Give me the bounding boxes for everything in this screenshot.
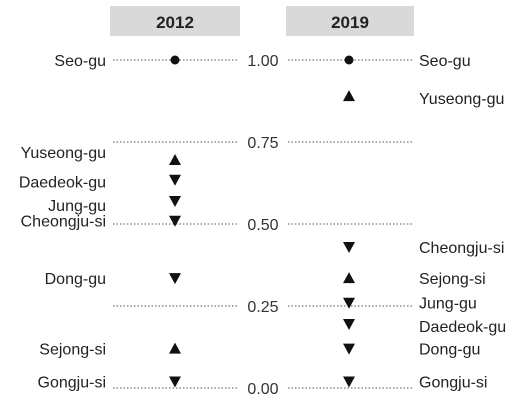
y-tick-label: 0.25 [247, 299, 278, 316]
point-label: Dong-gu [419, 342, 480, 359]
point-label: Gongju-si [419, 374, 487, 391]
point-label: Gongju-si [38, 374, 106, 391]
y-tick-label: 1.00 [247, 53, 278, 70]
point-marker-2019-yuseong-gu [343, 90, 355, 102]
column-header-bg [286, 6, 414, 36]
column-headers: 2012 2019 [110, 6, 414, 36]
column-header-label: 2019 [331, 13, 369, 32]
point-marker-2019-gongju-si [343, 376, 355, 388]
y-axis-ticks: 0.00 0.25 0.50 0.75 1.00 [247, 53, 278, 398]
point-marker-2012-dong-gu [169, 273, 181, 285]
y-tick-label: 0.00 [247, 381, 278, 398]
point-marker-2012-daedeok-gu [169, 174, 181, 186]
point-marker-2012-jung-gu [169, 196, 181, 208]
point-label: Dong-gu [45, 271, 106, 288]
point-label: Yuseong-gu [21, 145, 106, 162]
y-tick-label: 0.50 [247, 217, 278, 234]
point-label: Yuseong-gu [419, 91, 504, 108]
point-label: Cheongju-si [419, 240, 504, 257]
point-label: Daedeok-gu [419, 319, 506, 336]
y-tick-label: 0.75 [247, 135, 278, 152]
point-marker-2019-cheongju-si [343, 241, 355, 253]
series-2019: Seo-gu Yuseong-gu Cheongju-si Sejong-si Jung… [343, 53, 506, 391]
column-header-label: 2012 [156, 13, 194, 32]
point-marker-2012-cheongju-si [169, 215, 181, 227]
series-2012: Seo-gu Yuseong-gu Daedeok-gu Jung-guCheongj… [19, 53, 181, 391]
point-marker-2012-seo-gu [170, 55, 180, 65]
point-marker-2012-yuseong-gu [169, 154, 181, 166]
point-label: Jung-gu [419, 296, 477, 313]
point-marker-2019-jung-gu [343, 297, 355, 309]
point-marker-2019-seo-gu [344, 55, 354, 65]
column-header-bg [110, 6, 240, 36]
point-label: Sejong-si [39, 342, 106, 359]
point-label: Jung-gu [48, 198, 106, 215]
point-marker-2012-sejong-si [169, 342, 181, 354]
point-marker-2012-gongju-si [169, 376, 181, 388]
point-label: Daedeok-gu [19, 175, 106, 192]
point-label: Seo-gu [419, 53, 471, 70]
point-marker-2019-daedeok-gu [343, 319, 355, 331]
point-marker-2019-sejong-si [343, 272, 355, 284]
point-label: Seo-gu [54, 53, 106, 70]
point-label: Cheongju-si [21, 214, 106, 231]
point-marker-2019-dong-gu [343, 343, 355, 355]
point-label: Sejong-si [419, 271, 486, 288]
